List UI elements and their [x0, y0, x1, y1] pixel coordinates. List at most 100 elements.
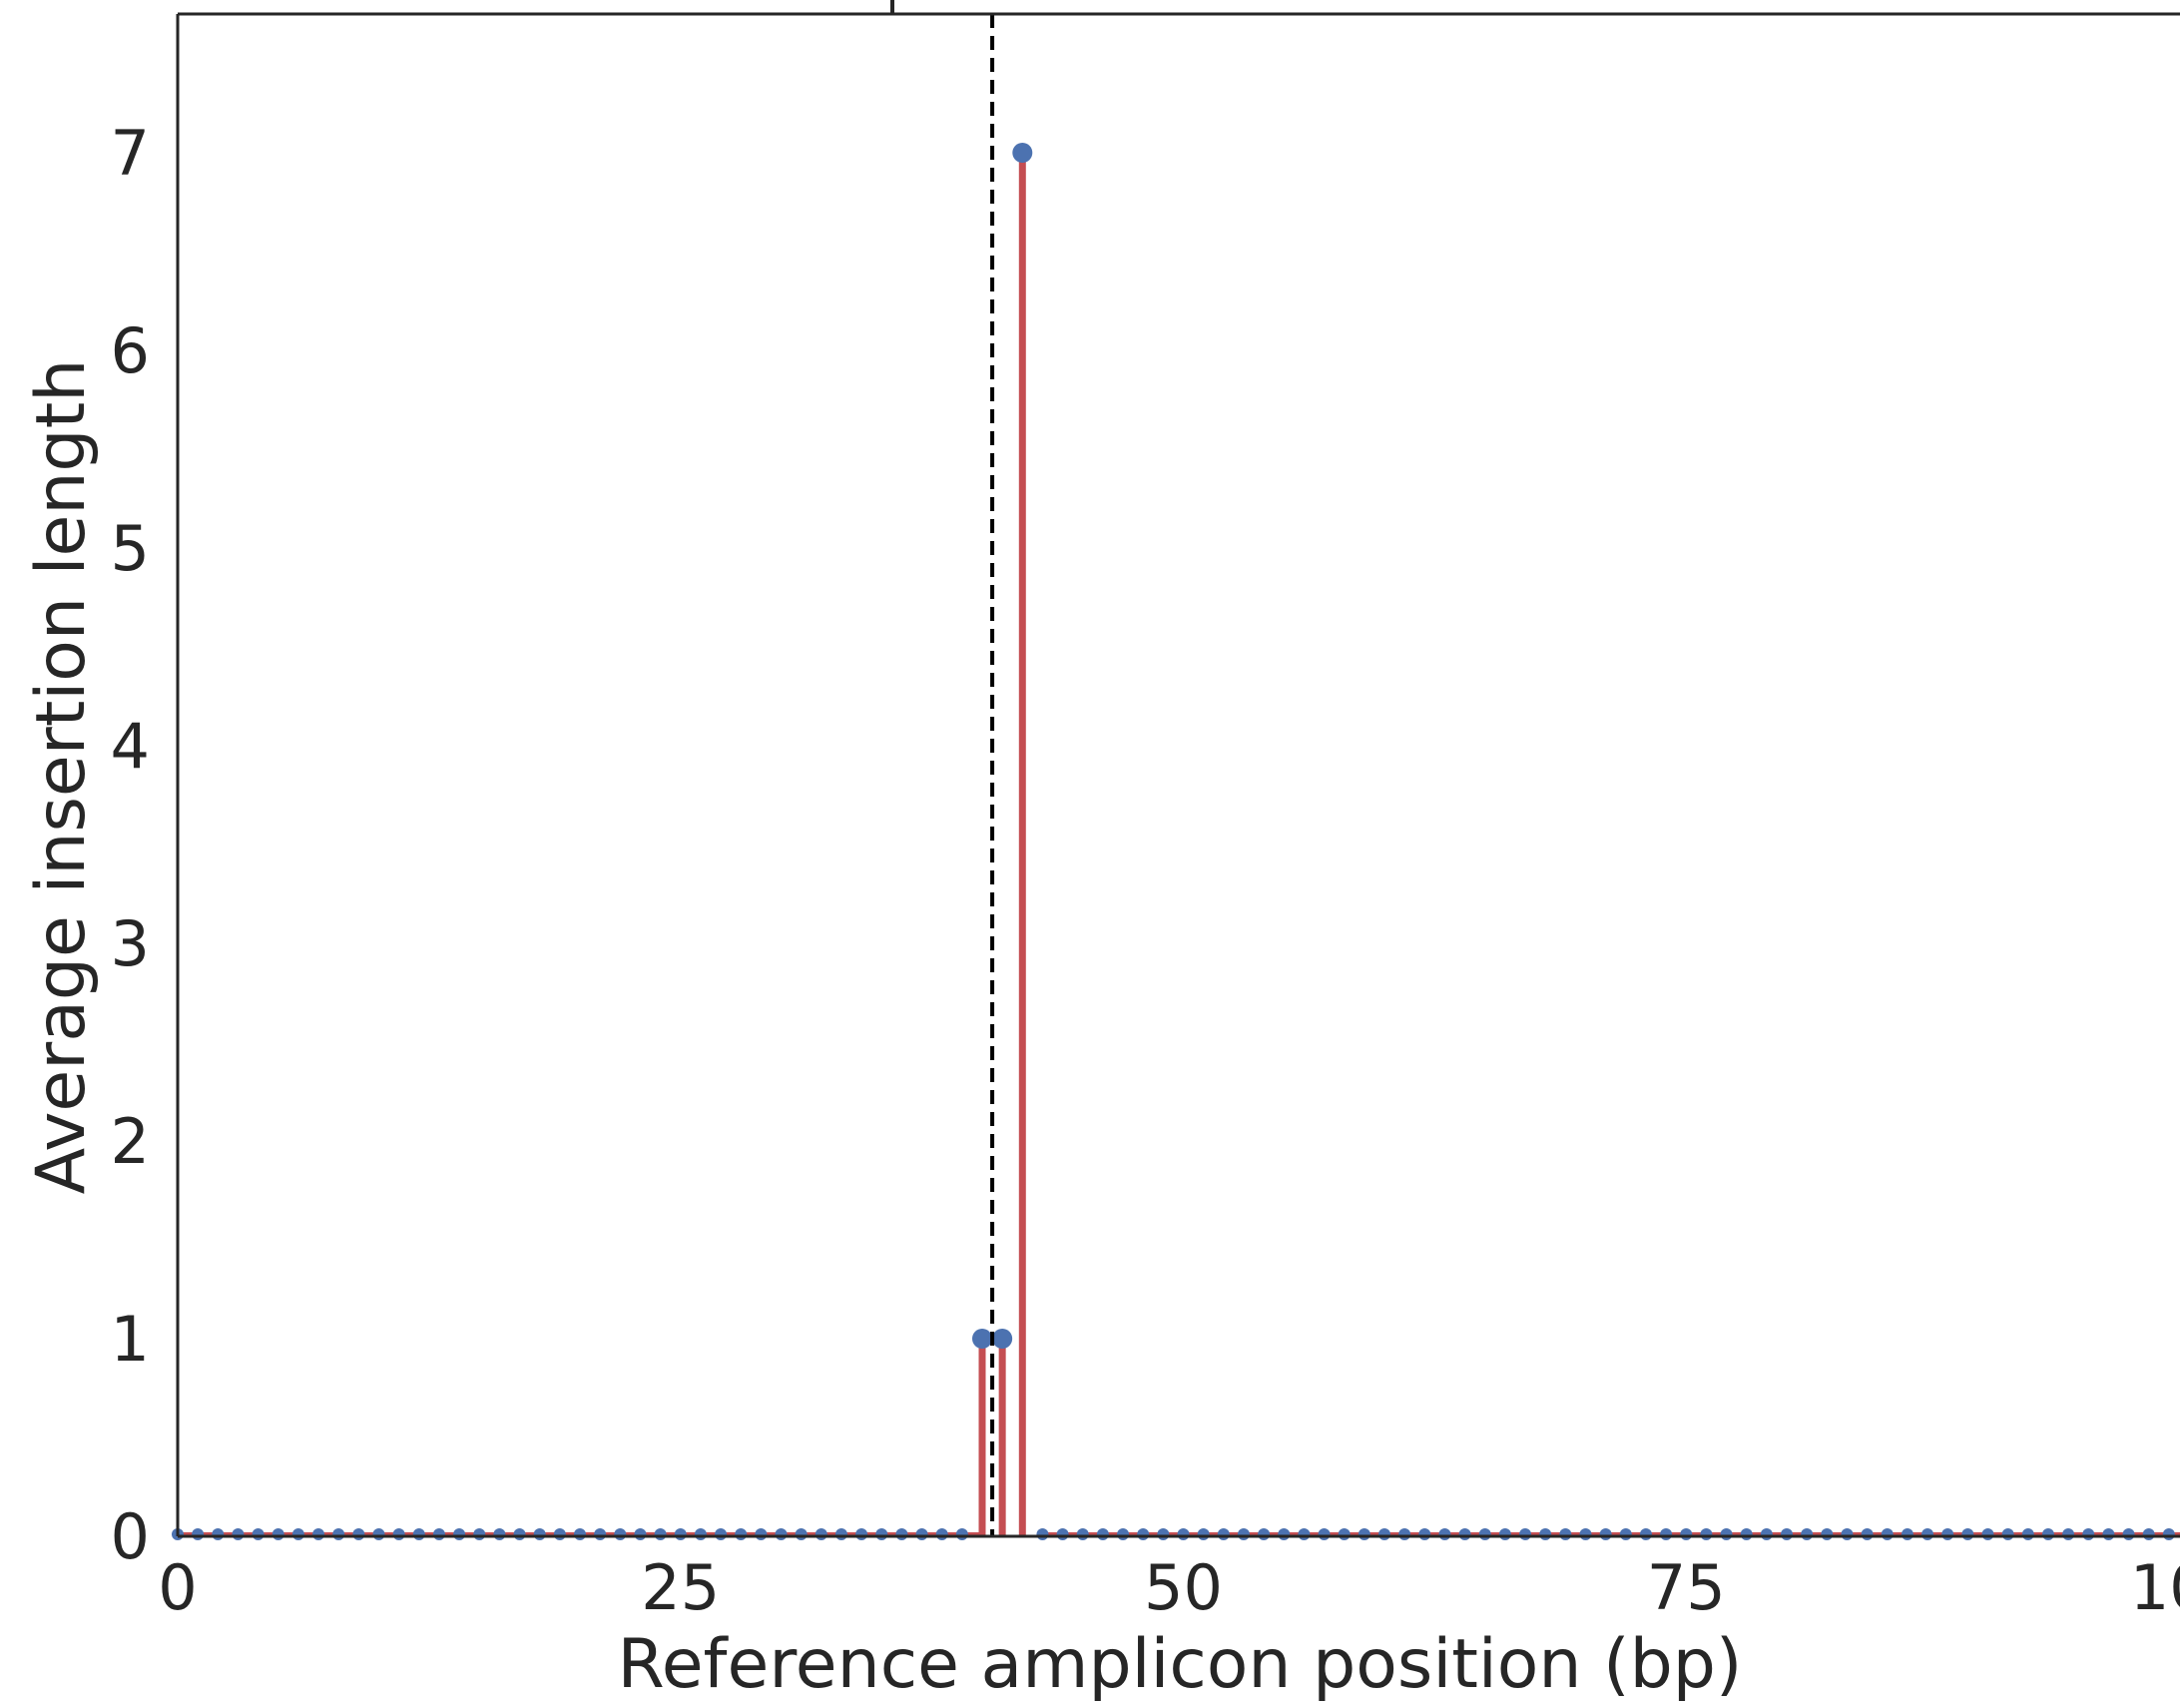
data-point	[1498, 1528, 1511, 1540]
data-point	[674, 1528, 687, 1540]
x-tick-label: 75	[1647, 1551, 1726, 1624]
data-point	[453, 1528, 466, 1540]
data-point	[1258, 1528, 1271, 1540]
data-point	[1438, 1528, 1451, 1540]
data-point	[715, 1528, 728, 1540]
data-point	[935, 1528, 948, 1540]
data-point	[735, 1528, 748, 1540]
data-point	[955, 1528, 968, 1540]
data-point	[412, 1528, 425, 1540]
data-point	[291, 1528, 304, 1540]
data-point	[2162, 1528, 2175, 1540]
data-point	[1117, 1528, 1130, 1540]
data-point	[392, 1528, 405, 1540]
x-tick-label: 0	[158, 1551, 197, 1624]
data-point	[1318, 1528, 1331, 1540]
data-point	[1378, 1528, 1390, 1540]
data-point	[895, 1528, 908, 1540]
data-point	[1036, 1528, 1049, 1540]
data-point	[1579, 1528, 1592, 1540]
data-point	[212, 1528, 225, 1540]
data-point	[834, 1528, 847, 1540]
x-tick-label: 100	[2130, 1551, 2180, 1624]
data-point	[1599, 1528, 1612, 1540]
data-point	[855, 1528, 868, 1540]
y-tick-label: 6	[111, 314, 150, 387]
data-point	[972, 1329, 992, 1349]
data-point	[2102, 1528, 2115, 1540]
data-point	[1458, 1528, 1471, 1540]
data-point	[795, 1528, 808, 1540]
data-point	[493, 1528, 506, 1540]
y-tick-label: 4	[111, 710, 150, 783]
y-tick-label: 7	[111, 117, 150, 190]
data-point	[2062, 1528, 2075, 1540]
data-point	[312, 1528, 325, 1540]
data-point	[332, 1528, 345, 1540]
data-point	[1941, 1528, 1954, 1540]
data-point	[1197, 1528, 1210, 1540]
data-point	[513, 1528, 526, 1540]
data-point	[1760, 1528, 1773, 1540]
data-point	[1217, 1528, 1230, 1540]
data-point	[2142, 1528, 2155, 1540]
data-point	[473, 1528, 486, 1540]
data-point	[1680, 1528, 1693, 1540]
data-point	[432, 1528, 445, 1540]
y-tick-label: 0	[111, 1500, 150, 1573]
data-point	[1157, 1528, 1170, 1540]
data-point	[775, 1528, 788, 1540]
data-point	[1801, 1528, 1814, 1540]
data-point	[1881, 1528, 1894, 1540]
data-point	[1137, 1528, 1150, 1540]
data-point	[1338, 1528, 1351, 1540]
data-point	[1096, 1528, 1109, 1540]
data-point	[1901, 1528, 1913, 1540]
data-point	[1921, 1528, 1934, 1540]
data-point	[1398, 1528, 1411, 1540]
data-point	[654, 1528, 667, 1540]
data-point	[1539, 1528, 1552, 1540]
data-point	[1278, 1528, 1291, 1540]
data-point	[1619, 1528, 1632, 1540]
data-point	[1841, 1528, 1854, 1540]
data-point	[1821, 1528, 1834, 1540]
data-point	[1961, 1528, 1974, 1540]
y-tick-label: 2	[111, 1105, 150, 1178]
data-point	[2041, 1528, 2054, 1540]
data-point	[1076, 1528, 1089, 1540]
data-point	[992, 1329, 1013, 1349]
data-point	[755, 1528, 768, 1540]
y-axis-label: Average insertion length	[22, 359, 101, 1195]
data-point	[634, 1528, 647, 1540]
y-tick-labels: 0 1 2 3 4 5 6 7	[111, 117, 150, 1573]
data-point	[574, 1528, 586, 1540]
data-point	[1418, 1528, 1431, 1540]
data-point	[533, 1528, 546, 1540]
y-tick-label: 5	[111, 512, 150, 585]
data-point	[1177, 1528, 1190, 1540]
data-point	[694, 1528, 707, 1540]
data-point	[2021, 1528, 2034, 1540]
data-point	[1700, 1528, 1713, 1540]
data-point	[553, 1528, 566, 1540]
data-point	[232, 1528, 245, 1540]
data-point	[875, 1528, 888, 1540]
data-point	[272, 1528, 284, 1540]
data-point	[252, 1528, 265, 1540]
data-point	[1861, 1528, 1874, 1540]
data-point	[1639, 1528, 1652, 1540]
data-point	[1781, 1528, 1793, 1540]
data-point	[1559, 1528, 1572, 1540]
data-point	[1660, 1528, 1673, 1540]
data-point	[1720, 1528, 1733, 1540]
data-point	[1012, 143, 1033, 163]
data-point	[614, 1528, 627, 1540]
data-point	[915, 1528, 928, 1540]
data-point	[1740, 1528, 1753, 1540]
data-point	[2082, 1528, 2095, 1540]
x-tick-label: 25	[641, 1551, 720, 1624]
data-point	[815, 1528, 827, 1540]
data-point	[1298, 1528, 1311, 1540]
